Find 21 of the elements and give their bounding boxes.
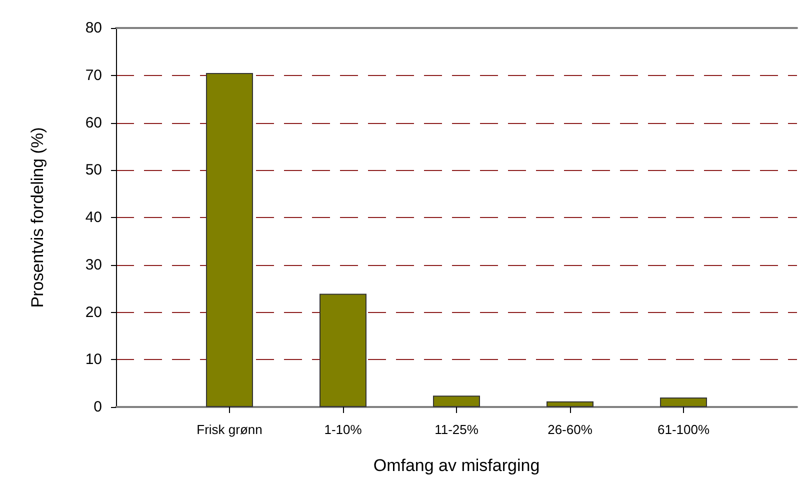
y-tick-label: 60 [85,114,102,132]
x-tick-label: 11-25% [434,422,479,437]
y-tick-label: 0 [94,398,102,416]
y-tick-label: 70 [85,66,102,84]
x-tick-label: Frisk grønn [196,422,262,437]
y-tick-label: 40 [85,209,102,226]
bar [206,73,253,407]
y-axis-title: Prosentvis fordeling (%) [28,127,47,308]
y-tick-label: 80 [85,20,102,36]
x-tick-label: 26-60% [548,422,593,437]
y-tick-label: 30 [85,256,102,274]
x-tick-label: 1-10% [324,422,362,437]
bar [546,401,594,407]
y-tick-label: 10 [85,351,102,368]
y-tick-label: 20 [85,304,102,321]
x-axis-title: Omfang av misfarging [373,456,540,475]
x-tick-label: 61-100% [657,422,710,437]
bar [320,294,366,407]
bar [433,396,480,407]
bar [660,398,707,407]
y-tick-label: 50 [85,162,102,179]
